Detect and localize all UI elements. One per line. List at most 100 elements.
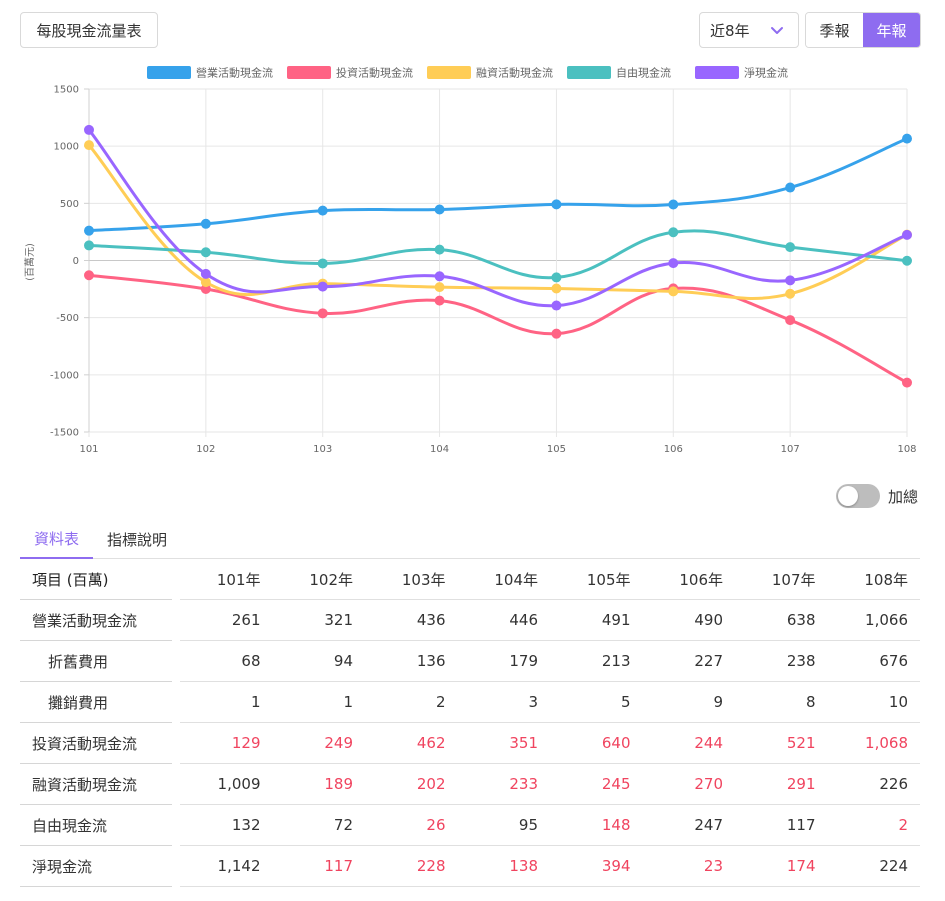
table-cell: 72 bbox=[272, 805, 365, 846]
table-cell: 1,142 bbox=[180, 846, 273, 887]
sum-toggle-knob bbox=[838, 486, 858, 506]
x-tick-label: 104 bbox=[430, 444, 449, 455]
table-cell: 26 bbox=[365, 805, 458, 846]
row-label: 營業活動現金流 bbox=[20, 600, 172, 641]
tab-data-table[interactable]: 資料表 bbox=[20, 520, 94, 559]
data-point[interactable] bbox=[84, 140, 94, 151]
year-header: 105年 bbox=[550, 559, 643, 600]
data-point[interactable] bbox=[434, 204, 445, 215]
table-cell: 247 bbox=[642, 805, 735, 846]
x-tick-label: 103 bbox=[313, 444, 332, 455]
table-cell: 227 bbox=[642, 641, 735, 682]
table-cell: 2 bbox=[827, 805, 920, 846]
table-cell: 202 bbox=[365, 764, 458, 805]
legend-label: 融資活動現金流 bbox=[476, 66, 553, 80]
data-point[interactable] bbox=[84, 124, 94, 135]
chart-legend: 營業活動現金流 投資活動現金流 融資活動現金流 自由現金流 淨現金流 bbox=[147, 66, 788, 80]
data-point[interactable] bbox=[200, 268, 211, 279]
period-select[interactable]: 近8年 bbox=[699, 12, 799, 48]
data-point[interactable] bbox=[434, 295, 445, 306]
x-tick-label: 105 bbox=[547, 444, 566, 455]
data-point[interactable] bbox=[668, 286, 679, 297]
table-cell: 1 bbox=[272, 682, 365, 723]
series-0 bbox=[84, 133, 912, 236]
x-tick-label: 106 bbox=[664, 444, 683, 455]
data-point[interactable] bbox=[84, 225, 94, 236]
legend-swatch[interactable] bbox=[695, 66, 739, 79]
data-point[interactable] bbox=[668, 258, 679, 269]
legend-label: 淨現金流 bbox=[744, 66, 788, 80]
legend-swatch[interactable] bbox=[287, 66, 331, 79]
table-row: 自由現金流 132 72 26 95 148 247 117 2 bbox=[20, 805, 920, 846]
data-point[interactable] bbox=[434, 244, 445, 255]
data-point[interactable] bbox=[785, 315, 796, 326]
data-point[interactable] bbox=[551, 283, 562, 294]
table-cell: 2 bbox=[365, 682, 458, 723]
table-cell: 94 bbox=[272, 641, 365, 682]
table-cell: 5 bbox=[550, 682, 643, 723]
data-point[interactable] bbox=[317, 205, 328, 216]
data-point[interactable] bbox=[668, 227, 679, 238]
table-cell: 638 bbox=[735, 600, 828, 641]
legend-swatch[interactable] bbox=[427, 66, 471, 79]
data-point[interactable] bbox=[902, 229, 912, 240]
tab-annual[interactable]: 年報 bbox=[863, 13, 920, 47]
table-cell: 224 bbox=[827, 846, 920, 887]
table-cell: 136 bbox=[365, 641, 458, 682]
data-point[interactable] bbox=[902, 377, 912, 388]
tab-indicator-description[interactable]: 指標說明 bbox=[107, 531, 168, 549]
data-point[interactable] bbox=[317, 308, 328, 319]
table-cell: 117 bbox=[272, 846, 365, 887]
tab-quarterly[interactable]: 季報 bbox=[806, 13, 863, 47]
table-header-row: 項目 (百萬) 101年 102年 103年 104年 105年 106年 10… bbox=[20, 559, 920, 600]
data-point[interactable] bbox=[902, 133, 912, 144]
table-cell: 490 bbox=[642, 600, 735, 641]
data-point[interactable] bbox=[551, 300, 562, 311]
legend-swatch[interactable] bbox=[567, 66, 611, 79]
table-cell: 1 bbox=[180, 682, 273, 723]
y-tick-label: -500 bbox=[56, 313, 79, 324]
table-cell: 446 bbox=[457, 600, 550, 641]
sum-toggle[interactable] bbox=[836, 484, 880, 508]
data-point[interactable] bbox=[785, 288, 796, 299]
year-header: 107年 bbox=[735, 559, 828, 600]
table-cell: 132 bbox=[180, 805, 273, 846]
data-point[interactable] bbox=[200, 277, 211, 288]
data-point[interactable] bbox=[200, 247, 211, 258]
year-header: 103年 bbox=[365, 559, 458, 600]
y-axis-label: (百萬元) bbox=[23, 243, 36, 281]
data-point[interactable] bbox=[785, 275, 796, 286]
legend-label: 營業活動現金流 bbox=[196, 66, 273, 80]
data-point[interactable] bbox=[84, 240, 94, 251]
data-point[interactable] bbox=[200, 218, 211, 229]
table-cell: 68 bbox=[180, 641, 273, 682]
y-tick-label: 0 bbox=[73, 256, 79, 267]
table-cell: 394 bbox=[550, 846, 643, 887]
data-point[interactable] bbox=[434, 271, 445, 282]
series-line bbox=[88, 137, 908, 233]
table-cell: 9 bbox=[642, 682, 735, 723]
data-point[interactable] bbox=[84, 270, 94, 281]
data-point[interactable] bbox=[317, 281, 328, 292]
data-point[interactable] bbox=[785, 182, 796, 193]
table-cell: 462 bbox=[365, 723, 458, 764]
table-cell: 261 bbox=[180, 600, 273, 641]
data-point[interactable] bbox=[551, 328, 562, 339]
table-cell: 249 bbox=[272, 723, 365, 764]
series-3 bbox=[84, 227, 912, 283]
data-point[interactable] bbox=[551, 272, 562, 283]
data-point[interactable] bbox=[902, 255, 912, 266]
x-tick-label: 107 bbox=[781, 444, 800, 455]
data-point[interactable] bbox=[551, 199, 562, 210]
table-cell: 244 bbox=[642, 723, 735, 764]
cash-flow-title-button[interactable]: 每股現金流量表 bbox=[20, 12, 158, 48]
x-axis-ticks: 101 102 103 104 105 106 107 108 bbox=[79, 444, 916, 455]
data-point[interactable] bbox=[434, 282, 445, 293]
data-point[interactable] bbox=[785, 242, 796, 253]
table-cell: 245 bbox=[550, 764, 643, 805]
series-line bbox=[88, 229, 908, 280]
data-point[interactable] bbox=[317, 258, 328, 269]
legend-swatch[interactable] bbox=[147, 66, 191, 79]
row-label: 自由現金流 bbox=[20, 805, 172, 846]
data-point[interactable] bbox=[668, 199, 679, 210]
